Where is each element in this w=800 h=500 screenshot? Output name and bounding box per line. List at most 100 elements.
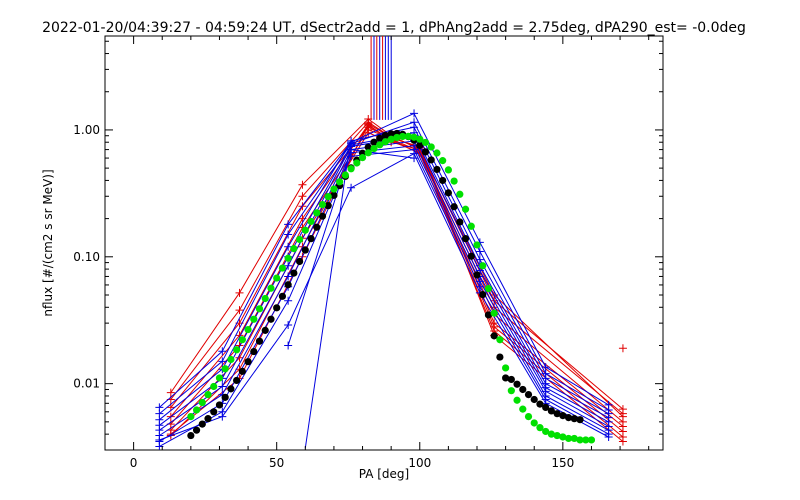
data-point bbox=[218, 347, 227, 356]
data-point bbox=[490, 309, 498, 317]
data-point bbox=[576, 416, 584, 424]
data-point bbox=[198, 420, 206, 428]
data-point bbox=[618, 344, 627, 353]
data-point bbox=[387, 130, 395, 138]
data-point bbox=[301, 226, 309, 234]
data-point bbox=[618, 437, 627, 446]
data-point bbox=[467, 252, 475, 260]
data-point bbox=[461, 235, 470, 243]
data-point bbox=[347, 152, 356, 161]
series-21 bbox=[187, 132, 596, 444]
data-point bbox=[530, 419, 538, 427]
series-line bbox=[304, 156, 349, 449]
data-point bbox=[410, 109, 419, 118]
series-6 bbox=[166, 121, 627, 441]
data-point bbox=[341, 171, 349, 179]
data-point bbox=[261, 294, 269, 303]
data-point bbox=[370, 138, 378, 146]
axis-layer: 0 50 100 150 0.01 0.10 1.00 bbox=[73, 36, 663, 470]
data-point bbox=[393, 133, 401, 142]
data-point bbox=[313, 209, 321, 217]
data-point bbox=[215, 374, 224, 382]
data-point bbox=[347, 183, 356, 192]
data-point bbox=[456, 218, 464, 226]
data-point bbox=[233, 346, 241, 354]
series-line bbox=[170, 125, 624, 438]
data-point bbox=[255, 337, 264, 345]
data-point bbox=[421, 148, 430, 156]
data-point bbox=[284, 230, 293, 239]
data-point bbox=[604, 432, 613, 441]
data-point bbox=[456, 190, 464, 198]
data-point bbox=[502, 364, 510, 372]
series-layer bbox=[155, 36, 627, 450]
data-point bbox=[336, 178, 344, 186]
data-point bbox=[290, 269, 298, 277]
data-point bbox=[421, 138, 430, 147]
data-point bbox=[542, 403, 550, 411]
data-point bbox=[582, 436, 590, 444]
data-point bbox=[267, 284, 275, 292]
data-point bbox=[255, 305, 264, 313]
data-point bbox=[370, 144, 378, 153]
x-tick-label: 100 bbox=[408, 456, 431, 470]
data-point bbox=[192, 426, 201, 434]
series-line bbox=[159, 121, 609, 415]
data-point bbox=[519, 385, 527, 394]
series-line bbox=[159, 149, 609, 447]
series-8 bbox=[618, 344, 627, 353]
data-point bbox=[235, 306, 244, 315]
series-20 bbox=[187, 129, 584, 440]
data-point bbox=[244, 325, 252, 334]
data-point bbox=[301, 246, 309, 254]
data-point bbox=[381, 138, 390, 146]
data-point bbox=[330, 185, 338, 193]
data-point bbox=[227, 355, 235, 364]
data-point bbox=[570, 434, 578, 443]
data-point bbox=[427, 143, 435, 151]
data-point bbox=[284, 272, 293, 281]
data-point bbox=[295, 257, 304, 266]
data-point bbox=[221, 393, 229, 401]
data-point bbox=[547, 430, 556, 438]
series-line bbox=[170, 124, 624, 423]
data-point bbox=[444, 189, 452, 197]
data-point bbox=[261, 326, 269, 334]
data-point bbox=[204, 415, 212, 423]
data-point bbox=[507, 387, 515, 395]
x-tick-label: 150 bbox=[551, 456, 574, 470]
data-point bbox=[298, 192, 307, 201]
data-point bbox=[273, 274, 281, 282]
data-point bbox=[353, 159, 361, 167]
data-point bbox=[564, 434, 573, 443]
series-17 bbox=[155, 149, 613, 444]
data-point bbox=[570, 415, 578, 423]
data-point bbox=[215, 401, 224, 409]
data-point bbox=[238, 336, 246, 344]
data-point bbox=[218, 357, 227, 366]
data-point bbox=[284, 296, 293, 305]
data-point bbox=[427, 156, 435, 164]
data-point bbox=[233, 376, 241, 385]
data-point bbox=[475, 247, 484, 256]
data-point bbox=[416, 135, 424, 143]
data-point bbox=[324, 193, 332, 201]
data-point bbox=[496, 336, 504, 344]
data-point bbox=[553, 431, 561, 440]
data-point bbox=[484, 311, 493, 319]
data-point bbox=[364, 143, 372, 151]
data-point bbox=[284, 281, 292, 289]
data-point bbox=[347, 165, 355, 173]
series-18 bbox=[284, 145, 419, 350]
data-point bbox=[410, 133, 418, 141]
data-point bbox=[473, 241, 481, 249]
data-point bbox=[358, 154, 367, 162]
data-point bbox=[307, 235, 315, 243]
data-point bbox=[250, 315, 258, 323]
data-point bbox=[347, 145, 356, 154]
series-line bbox=[159, 112, 609, 408]
series-line bbox=[170, 132, 624, 432]
data-point bbox=[298, 180, 307, 189]
data-point bbox=[376, 134, 384, 142]
